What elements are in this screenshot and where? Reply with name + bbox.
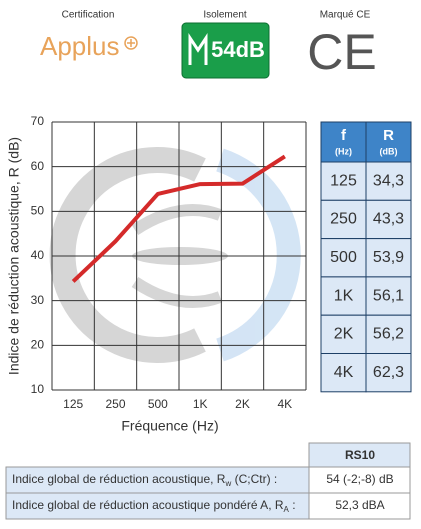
table-header-cell [365, 121, 412, 163]
y-axis-label: Indice de réduction acoustique, R (dB) [6, 137, 22, 375]
applus-symbol [124, 36, 138, 50]
x-tick-label: 125 [63, 397, 83, 411]
y-tick-label: 60 [31, 159, 45, 173]
table-cell-text: 500 [330, 249, 357, 266]
x-tick-label: 1K [193, 397, 208, 411]
ce-label: Marqué CE [320, 10, 371, 21]
table-cell-text: 4K [334, 364, 354, 381]
table-cell-text: 43,3 [373, 211, 404, 228]
table-cell-text: 56,1 [373, 287, 404, 304]
label-part: : [289, 498, 296, 512]
x-axis-label: Fréquence (Hz) [121, 418, 218, 434]
table-cell [365, 199, 412, 240]
table-cell-text: 2K [334, 326, 354, 343]
table-cell-text: 62,3 [373, 364, 404, 381]
y-tick-label: 10 [31, 382, 45, 396]
table-cell-text: 53,9 [373, 249, 404, 266]
certification-label: Certification [62, 10, 115, 21]
summary-label: Indice global de réduction acoustique, R… [12, 472, 277, 488]
x-tick-label: 250 [105, 397, 125, 411]
table-cell [365, 314, 412, 355]
isolation-badge [181, 22, 270, 79]
table-cell [320, 161, 367, 201]
label-part: (C;Ctr) : [231, 472, 277, 486]
x-tick-label: 2K [235, 397, 250, 411]
table-cell-text: 1K [334, 287, 354, 304]
label-part: Indice global de réduction acoustique, R [12, 472, 226, 486]
x-tick-label: 4K [277, 397, 292, 411]
x-tick-label: 500 [148, 397, 168, 411]
isolation-badge-text: 54dB [211, 37, 265, 62]
y-tick-label: 40 [31, 248, 45, 262]
label-part: Indice global de réduction acoustique po… [12, 498, 284, 512]
table-cell-text: 250 [330, 211, 357, 228]
y-tick-label: 50 [31, 204, 45, 218]
table-header-main: R [383, 127, 394, 144]
summary-value-cell [308, 466, 411, 494]
table-header-main: f [341, 127, 347, 144]
table-cell-text: 56,2 [373, 326, 404, 343]
table-cell [365, 276, 412, 316]
table-cell [365, 161, 412, 201]
data-line [71, 154, 286, 283]
table-header-unit: (dB) [380, 146, 398, 156]
table-header-unit: (Hz) [335, 146, 352, 156]
y-tick-label: 20 [31, 338, 45, 352]
subscript: w [224, 479, 231, 488]
table-header-cell [320, 121, 367, 163]
table-cell-text: 125 [330, 172, 357, 189]
summary-header-cell [308, 442, 411, 468]
ce-logo: CE [307, 24, 376, 80]
y-tick-label: 70 [31, 114, 45, 128]
applus-logo: Applus [40, 31, 120, 61]
table-cell [320, 353, 367, 393]
table-cell-text: 34,3 [373, 172, 404, 189]
y-tick-label: 30 [31, 293, 45, 307]
subscript: A [284, 505, 290, 514]
summary-value: 54 (-2;-8) dB [326, 472, 393, 486]
summary-header-text: RS10 [345, 448, 375, 462]
summary-label-cell [5, 466, 310, 494]
isolation-label: Isolement [203, 10, 247, 21]
table-cell [320, 199, 367, 240]
summary-label: Indice global de réduction acoustique po… [12, 498, 296, 514]
summary-value: 52,3 dBA [335, 498, 384, 512]
table-cell [365, 353, 412, 393]
summary-value-cell [308, 492, 411, 520]
